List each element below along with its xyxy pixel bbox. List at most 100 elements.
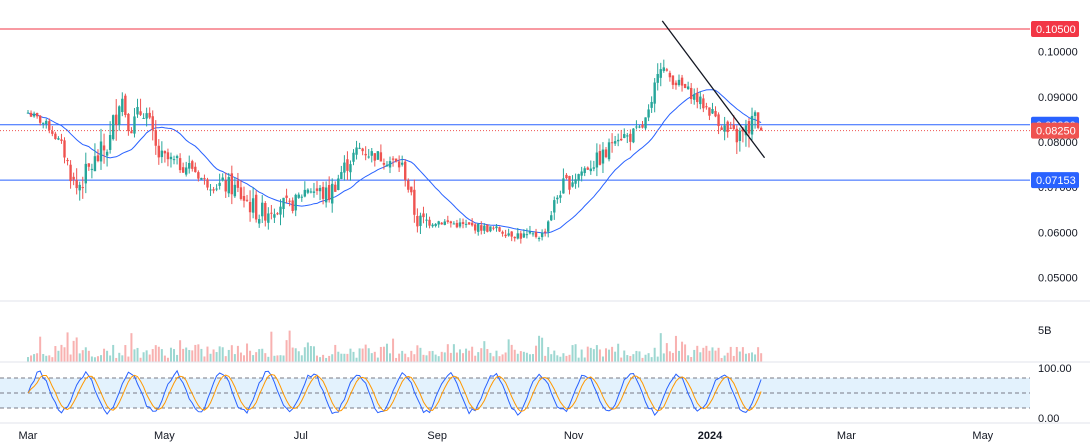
- volume-bar: [562, 353, 565, 362]
- candle-body: [51, 131, 54, 134]
- candle-body: [723, 125, 726, 132]
- volume-bar: [425, 355, 428, 362]
- volume-bar: [294, 348, 297, 362]
- candle-body: [160, 150, 164, 158]
- candle-body: [659, 69, 662, 78]
- candle-body: [118, 106, 121, 126]
- candle-body: [175, 156, 179, 159]
- volume-bar: [577, 357, 580, 362]
- candle-body: [90, 168, 94, 170]
- candle-body: [334, 184, 337, 192]
- trendline-layer[interactable]: [661, 20, 766, 159]
- candle-body: [574, 179, 577, 184]
- volume-bar: [316, 355, 319, 362]
- trendline[interactable]: [661, 20, 766, 159]
- volume-bar: [358, 348, 361, 362]
- volume-bar: [346, 353, 349, 362]
- candle-body: [750, 115, 754, 135]
- candle-body: [233, 184, 237, 197]
- last-price-tag: 0.08250: [1036, 126, 1076, 138]
- volume-bar: [267, 356, 270, 362]
- candle-body: [312, 191, 316, 193]
- candle-body: [489, 226, 492, 232]
- volume-bar: [63, 347, 66, 362]
- candle-body: [449, 221, 453, 224]
- volume-bar: [258, 349, 261, 362]
- volume-bar: [431, 350, 434, 362]
- volume-bar: [352, 351, 355, 362]
- volume-bar: [118, 352, 121, 362]
- level-price-tag-bg: [1031, 21, 1079, 38]
- volume-bar: [471, 346, 474, 362]
- time-tick-label: Nov: [564, 430, 584, 442]
- candle-body: [230, 173, 234, 195]
- candle-body: [461, 222, 465, 224]
- candle-body: [756, 112, 760, 128]
- candle-body: [741, 128, 745, 132]
- candle-body: [29, 112, 33, 117]
- volume-bar: [115, 357, 118, 362]
- candle-body: [306, 189, 310, 193]
- candle-body: [163, 151, 167, 154]
- candle-body: [452, 223, 456, 225]
- volume-bar: [671, 352, 674, 362]
- candle-body: [434, 223, 437, 226]
- volume-bar: [121, 355, 124, 362]
- candle-body: [121, 98, 124, 112]
- volume-bar: [538, 335, 541, 362]
- candle-body: [644, 117, 647, 129]
- volume-bar: [477, 352, 480, 362]
- volume-bar: [638, 351, 641, 362]
- candle-body: [111, 115, 115, 140]
- candle-body: [708, 107, 711, 116]
- volume-bar: [75, 337, 78, 362]
- candle-body: [729, 127, 732, 129]
- candle-body: [236, 180, 240, 188]
- candle-body: [385, 164, 389, 167]
- volume-bar: [136, 347, 139, 362]
- volume-bar: [197, 344, 200, 362]
- volume-bar: [398, 353, 401, 362]
- volume-bar: [191, 350, 194, 362]
- volume-bar: [188, 349, 191, 362]
- volume-bar: [434, 354, 437, 362]
- volume-bar: [559, 356, 562, 362]
- candle-body: [419, 215, 422, 226]
- volume-bar: [556, 355, 559, 362]
- volume-bar: [364, 344, 367, 362]
- candle-body: [300, 196, 303, 198]
- candle-body: [556, 197, 559, 200]
- volume-bar: [90, 356, 93, 362]
- volume-bar: [355, 357, 358, 362]
- volume-bar: [379, 346, 382, 362]
- volume-bar: [486, 348, 489, 362]
- volume-bar: [337, 351, 340, 362]
- candle-body: [473, 224, 477, 231]
- candle-body: [218, 182, 221, 186]
- volume-bar: [717, 347, 720, 362]
- candle-body: [437, 221, 440, 225]
- volume-bar: [154, 345, 157, 362]
- candle-body: [674, 82, 678, 86]
- volume-bar: [282, 355, 285, 362]
- volume-bar: [227, 349, 230, 362]
- volume-bar: [528, 354, 531, 362]
- candle-body: [680, 77, 684, 86]
- volume-bar: [516, 353, 519, 362]
- candle-body: [288, 200, 291, 202]
- volume-bar: [133, 349, 136, 362]
- volume-bar: [389, 353, 392, 362]
- volume-bar: [605, 348, 608, 362]
- volume-bar: [462, 353, 465, 362]
- candle-body: [480, 225, 483, 231]
- candle-body: [75, 180, 78, 189]
- volume-bar: [741, 347, 744, 362]
- candle-body: [172, 159, 176, 161]
- level-price-tag: 0.07153: [1036, 175, 1076, 187]
- volume-bar: [297, 351, 300, 362]
- volume-bar: [182, 348, 185, 362]
- candle-body: [391, 158, 395, 160]
- volume-bar: [239, 352, 242, 362]
- volume-bar: [45, 355, 48, 362]
